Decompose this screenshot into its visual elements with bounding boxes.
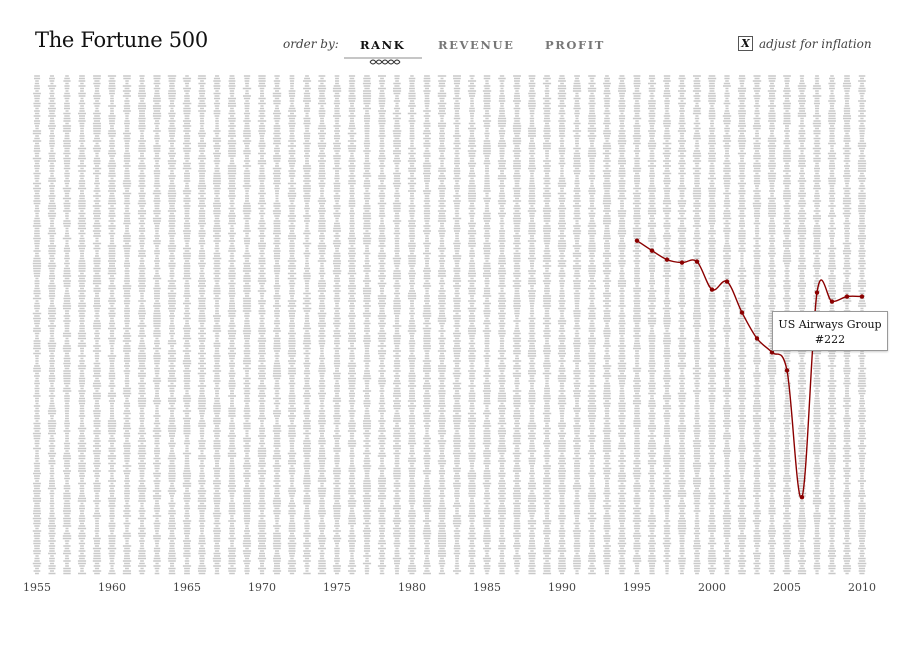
year-column-1988 xyxy=(527,75,537,575)
data-point[interactable] xyxy=(694,259,700,264)
x-tick-label: 1955 xyxy=(23,581,51,594)
year-column-2001 xyxy=(722,75,732,575)
year-column-1971 xyxy=(272,75,282,575)
tooltip-company: US Airways Group xyxy=(778,318,882,331)
year-column-1987 xyxy=(512,75,522,575)
year-column-1979 xyxy=(392,75,402,575)
year-column-1993 xyxy=(602,75,612,575)
year-column-1982 xyxy=(437,75,447,575)
x-tick-label: 1970 xyxy=(248,581,276,594)
year-column-2006 xyxy=(797,75,807,575)
year-column-1975 xyxy=(332,75,342,575)
tab-revenue[interactable]: REVENUE xyxy=(438,38,515,52)
year-column-1965 xyxy=(182,75,192,575)
year-column-2000 xyxy=(707,75,717,575)
inflation-checkbox[interactable]: X xyxy=(738,36,753,51)
year-column-1998 xyxy=(677,75,687,575)
x-tick-label: 1985 xyxy=(473,581,501,594)
data-point[interactable] xyxy=(724,279,730,284)
x-tick-label: 2010 xyxy=(848,581,876,594)
inflation-label: adjust for inflation xyxy=(759,36,872,51)
data-point[interactable] xyxy=(649,248,655,253)
rank-distribution xyxy=(32,75,867,575)
data-point[interactable] xyxy=(709,287,715,292)
data-point[interactable] xyxy=(844,294,850,299)
year-column-2002 xyxy=(737,75,747,575)
year-column-1992 xyxy=(587,75,597,575)
year-column-1995 xyxy=(632,75,642,575)
order-by-label: order by: xyxy=(283,37,339,51)
company-tooltip: US Airways Group #222 xyxy=(772,311,888,351)
year-column-1966 xyxy=(197,75,207,575)
year-column-1986 xyxy=(497,75,507,575)
year-column-1956 xyxy=(47,75,57,575)
x-tick-label: 1995 xyxy=(623,581,651,594)
year-column-1967 xyxy=(212,75,222,575)
data-point[interactable] xyxy=(769,350,775,355)
year-column-1957 xyxy=(62,75,72,575)
year-column-1976 xyxy=(347,75,357,575)
tab-rank[interactable]: RANK xyxy=(360,38,406,52)
inflation-toggle[interactable]: X adjust for inflation xyxy=(738,36,872,51)
year-column-1974 xyxy=(317,75,327,575)
series-line xyxy=(636,240,863,499)
year-column-1972 xyxy=(287,75,297,575)
x-tick-label: 1980 xyxy=(398,581,426,594)
data-point[interactable] xyxy=(799,494,805,500)
x-tick-label: 1990 xyxy=(548,581,576,594)
x-tick-label: 1965 xyxy=(173,581,201,594)
year-column-1994 xyxy=(617,75,627,575)
data-point[interactable] xyxy=(829,299,835,304)
year-column-1963 xyxy=(152,75,162,575)
year-column-1955 xyxy=(32,75,42,575)
year-column-2003 xyxy=(752,75,762,575)
year-column-1970 xyxy=(257,75,267,575)
year-column-1977 xyxy=(362,75,372,575)
year-column-1980 xyxy=(407,75,417,575)
year-column-1961 xyxy=(122,75,132,575)
data-point[interactable] xyxy=(664,257,670,262)
year-column-1997 xyxy=(662,75,672,575)
data-point[interactable] xyxy=(784,368,790,373)
x-tick-label: 1975 xyxy=(323,581,351,594)
year-column-1964 xyxy=(167,75,177,575)
x-tick-label: 2005 xyxy=(773,581,801,594)
year-column-1959 xyxy=(92,75,102,575)
year-column-1990 xyxy=(557,75,567,575)
year-column-1958 xyxy=(77,75,87,575)
tooltip-rank: #222 xyxy=(814,333,846,346)
page-title: The Fortune 500 xyxy=(35,28,208,52)
year-column-1983 xyxy=(452,75,462,575)
year-column-1969 xyxy=(242,75,252,575)
year-column-1981 xyxy=(422,75,432,575)
year-column-1973 xyxy=(302,75,312,575)
year-column-1999 xyxy=(692,75,702,575)
year-column-1991 xyxy=(572,75,582,575)
x-tick-label: 1960 xyxy=(98,581,126,594)
year-column-1996 xyxy=(647,75,657,575)
year-column-1984 xyxy=(467,75,477,575)
year-column-1978 xyxy=(377,75,387,575)
year-column-1960 xyxy=(107,75,117,575)
year-column-1968 xyxy=(227,75,237,575)
tab-active-ornament xyxy=(344,57,422,65)
year-column-1989 xyxy=(542,75,552,575)
year-column-1985 xyxy=(482,75,492,575)
data-point[interactable] xyxy=(634,238,640,243)
data-point[interactable] xyxy=(859,294,865,299)
data-point[interactable] xyxy=(679,260,685,265)
year-column-1962 xyxy=(137,75,147,575)
tab-profit[interactable]: PROFIT xyxy=(545,38,605,52)
data-point[interactable] xyxy=(754,336,760,341)
x-tick-label: 2000 xyxy=(698,581,726,594)
year-column-2008 xyxy=(827,75,837,575)
data-point[interactable] xyxy=(739,310,745,315)
data-point[interactable] xyxy=(814,290,820,295)
year-column-2005 xyxy=(782,75,792,575)
